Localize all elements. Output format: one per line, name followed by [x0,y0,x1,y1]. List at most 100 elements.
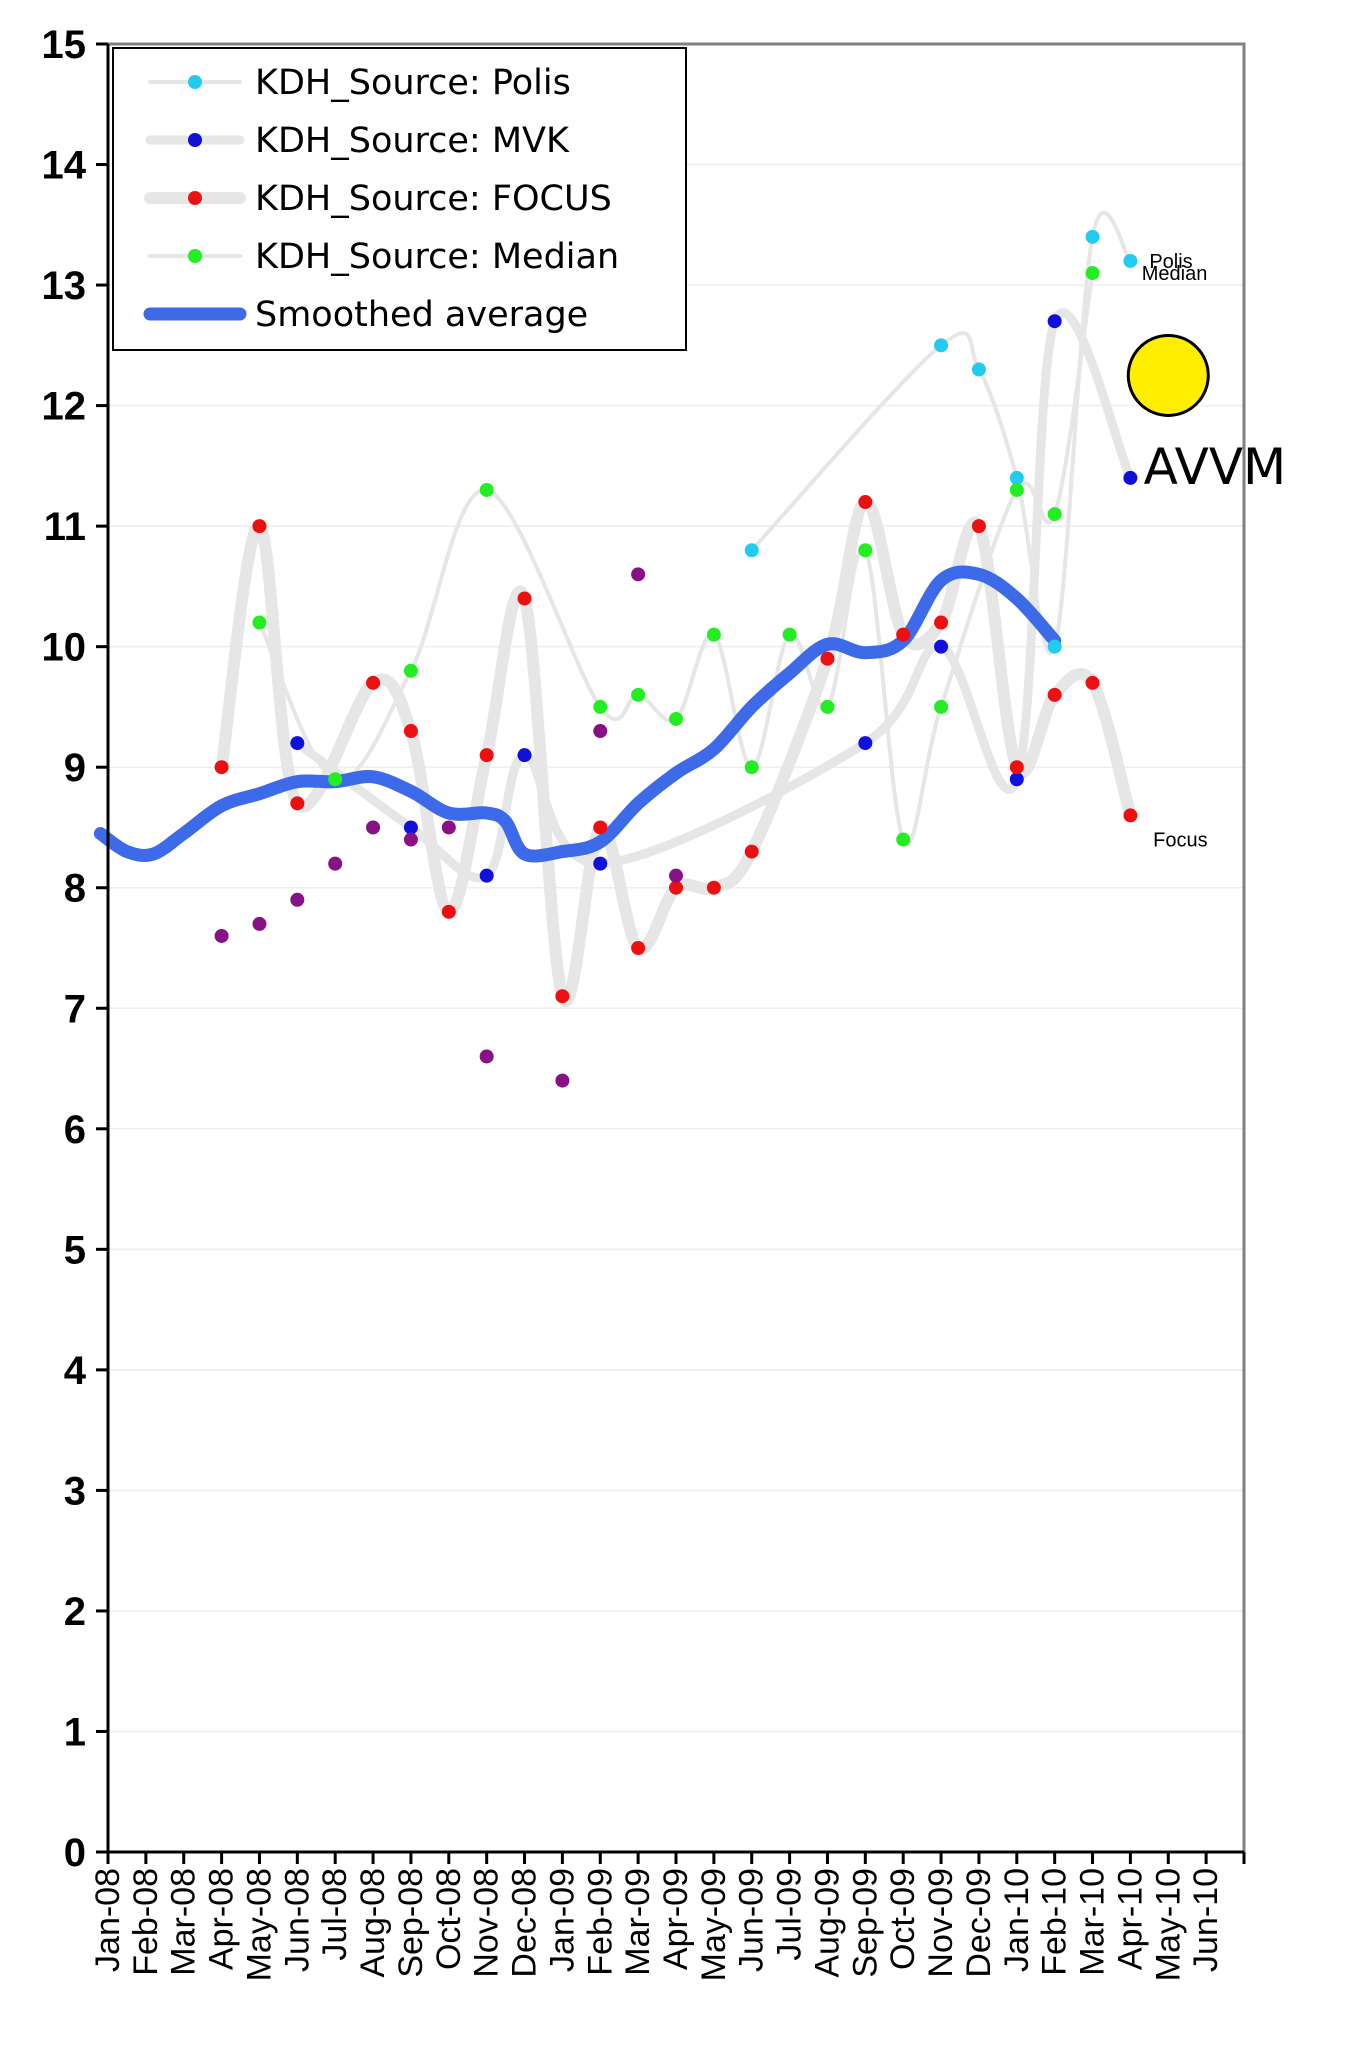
kdh-source-polis-point [1123,253,1138,268]
x-tick-label: Dec-09 [960,1868,998,1978]
kdh-source-polis-point [1009,470,1024,485]
kdh-source-median-point [403,663,418,678]
kdh-source-focus-point [934,615,949,630]
kdh-source-focus-point [593,820,608,835]
x-tick-label: May-10 [1149,1868,1187,1981]
unlabeled-series-point [441,820,456,835]
kdh-source-mvk-point [517,748,532,763]
y-tick-label: 2 [64,1590,86,1634]
kdh-source-polis-line [749,211,1133,655]
y-tick-label: 0 [64,1831,86,1875]
x-tick-label: Jan-08 [89,1868,127,1972]
x-tick-label: Feb-08 [127,1868,165,1976]
y-tick-label: 10 [42,626,87,670]
data-points [214,229,1138,1088]
kdh-source-focus-point [744,844,759,859]
y-tick-label: 9 [64,746,86,790]
x-tick-label: Oct-09 [884,1868,922,1970]
unlabeled-series-point [479,1049,494,1064]
x-tick-label: Mar-10 [1074,1868,1112,1976]
kdh-source-focus-point [252,519,267,534]
kdh-source-median-point [1047,507,1062,522]
kdh-source-focus-point [517,591,532,606]
unlabeled-series-point [669,868,683,883]
kdh-source-mvk-point [479,868,494,883]
x-tick-label: May-08 [240,1868,278,1981]
x-tick-label: Dec-08 [506,1868,544,1978]
kdh-source-median-point [252,615,267,630]
kdh-source-polis-point [971,362,986,377]
kdh-source-focus-point [479,748,494,763]
annotation-avvm: AVVM [1144,438,1287,496]
kdh-source-mvk-point [1009,772,1024,787]
x-tick-label: Feb-10 [1036,1868,1074,1976]
kdh-source-median-point [328,772,343,787]
kdh-source-focus-point [441,904,456,919]
x-tick-label: Oct-08 [430,1868,468,1970]
kdh-source-focus-point [1047,687,1062,702]
unlabeled-series-point [555,1073,570,1088]
x-tick-label: Apr-09 [657,1868,695,1970]
y-tick-label: 8 [64,867,86,911]
unlabeled-series-point [328,856,343,871]
kdh-source-polis-point [744,543,759,558]
annotation-focus: Focus [1153,830,1207,852]
legend-marker-kdh-source-mvk [188,133,202,147]
unlabeled-series-point [593,724,608,739]
smoothed-average-line [93,565,1062,863]
kdh-source-polis-point [1047,639,1062,654]
unlabeled-series-point [403,832,418,847]
x-tick-label: Jul-08 [316,1868,354,1961]
y-tick-label: 12 [42,385,87,429]
legend-label-kdh-source-median: KDH_Source: Median [255,237,619,277]
y-tick-label: 3 [64,1469,86,1513]
x-tick-label: Jun-08 [278,1868,316,1972]
x-tick-label: Jun-09 [733,1868,771,1972]
unlabeled-series-point [252,916,267,931]
kdh-source-focus-point [1085,675,1100,690]
kdh-source-median-point [631,687,646,702]
y-tick-label: 4 [64,1349,87,1393]
kdh-source-median-point [706,627,721,642]
legend: KDH_Source: Polis KDH_Source: MVK KDH_Sour… [112,47,687,351]
kdh-source-focus-point [1009,760,1024,775]
kdh-source-focus-point [706,880,721,895]
kdh-source-focus-point [858,495,873,510]
kdh-source-focus-point [214,760,229,775]
unlabeled-series-point [290,892,305,907]
kdh-source-mvk-point [858,736,873,751]
annotation-median: Median [1142,263,1208,285]
kdh-source-mvk-point [290,736,305,751]
x-tick-label: Mar-08 [165,1868,203,1976]
kdh-source-median-point [858,543,873,558]
x-tick-label: Sep-09 [846,1868,884,1978]
kdh-source-focus-point [820,651,835,666]
legend-marker-kdh-source-polis [188,75,202,89]
x-tick-label: Aug-08 [354,1868,392,1978]
x-tick-label: Aug-09 [808,1868,846,1978]
kdh-source-focus-point [669,880,683,895]
kdh-source-focus-point [366,675,381,690]
y-tick-label: 13 [42,264,87,308]
x-tick-label: Jan-10 [998,1868,1036,1972]
kdh-source-mvk-point [403,820,418,835]
unlabeled-series-point [631,567,646,582]
legend-label-kdh-source-mvk: KDH_Source: MVK [255,121,570,161]
kdh-source-focus-point [631,941,646,955]
x-tick-label: Jan-09 [543,1868,581,1972]
kdh-source-median-point [1085,266,1100,281]
x-tick-label: Feb-09 [581,1868,619,1976]
annotation-polis: Polis [1149,251,1192,273]
x-tick-label: Sep-08 [392,1868,430,1978]
legend-label-kdh-source-focus: KDH_Source: FOCUS [255,179,612,219]
x-tick-label: Apr-10 [1111,1868,1149,1970]
unlabeled-series-point [366,820,381,835]
kdh-source-mvk-point [1047,314,1062,329]
kdh-source-polis-point [1085,229,1100,244]
y-tick-label: 14 [42,144,87,188]
legend-marker-kdh-source-median [188,249,202,263]
x-tick-label: Nov-09 [922,1868,960,1978]
kdh-source-median-point [1009,482,1024,497]
